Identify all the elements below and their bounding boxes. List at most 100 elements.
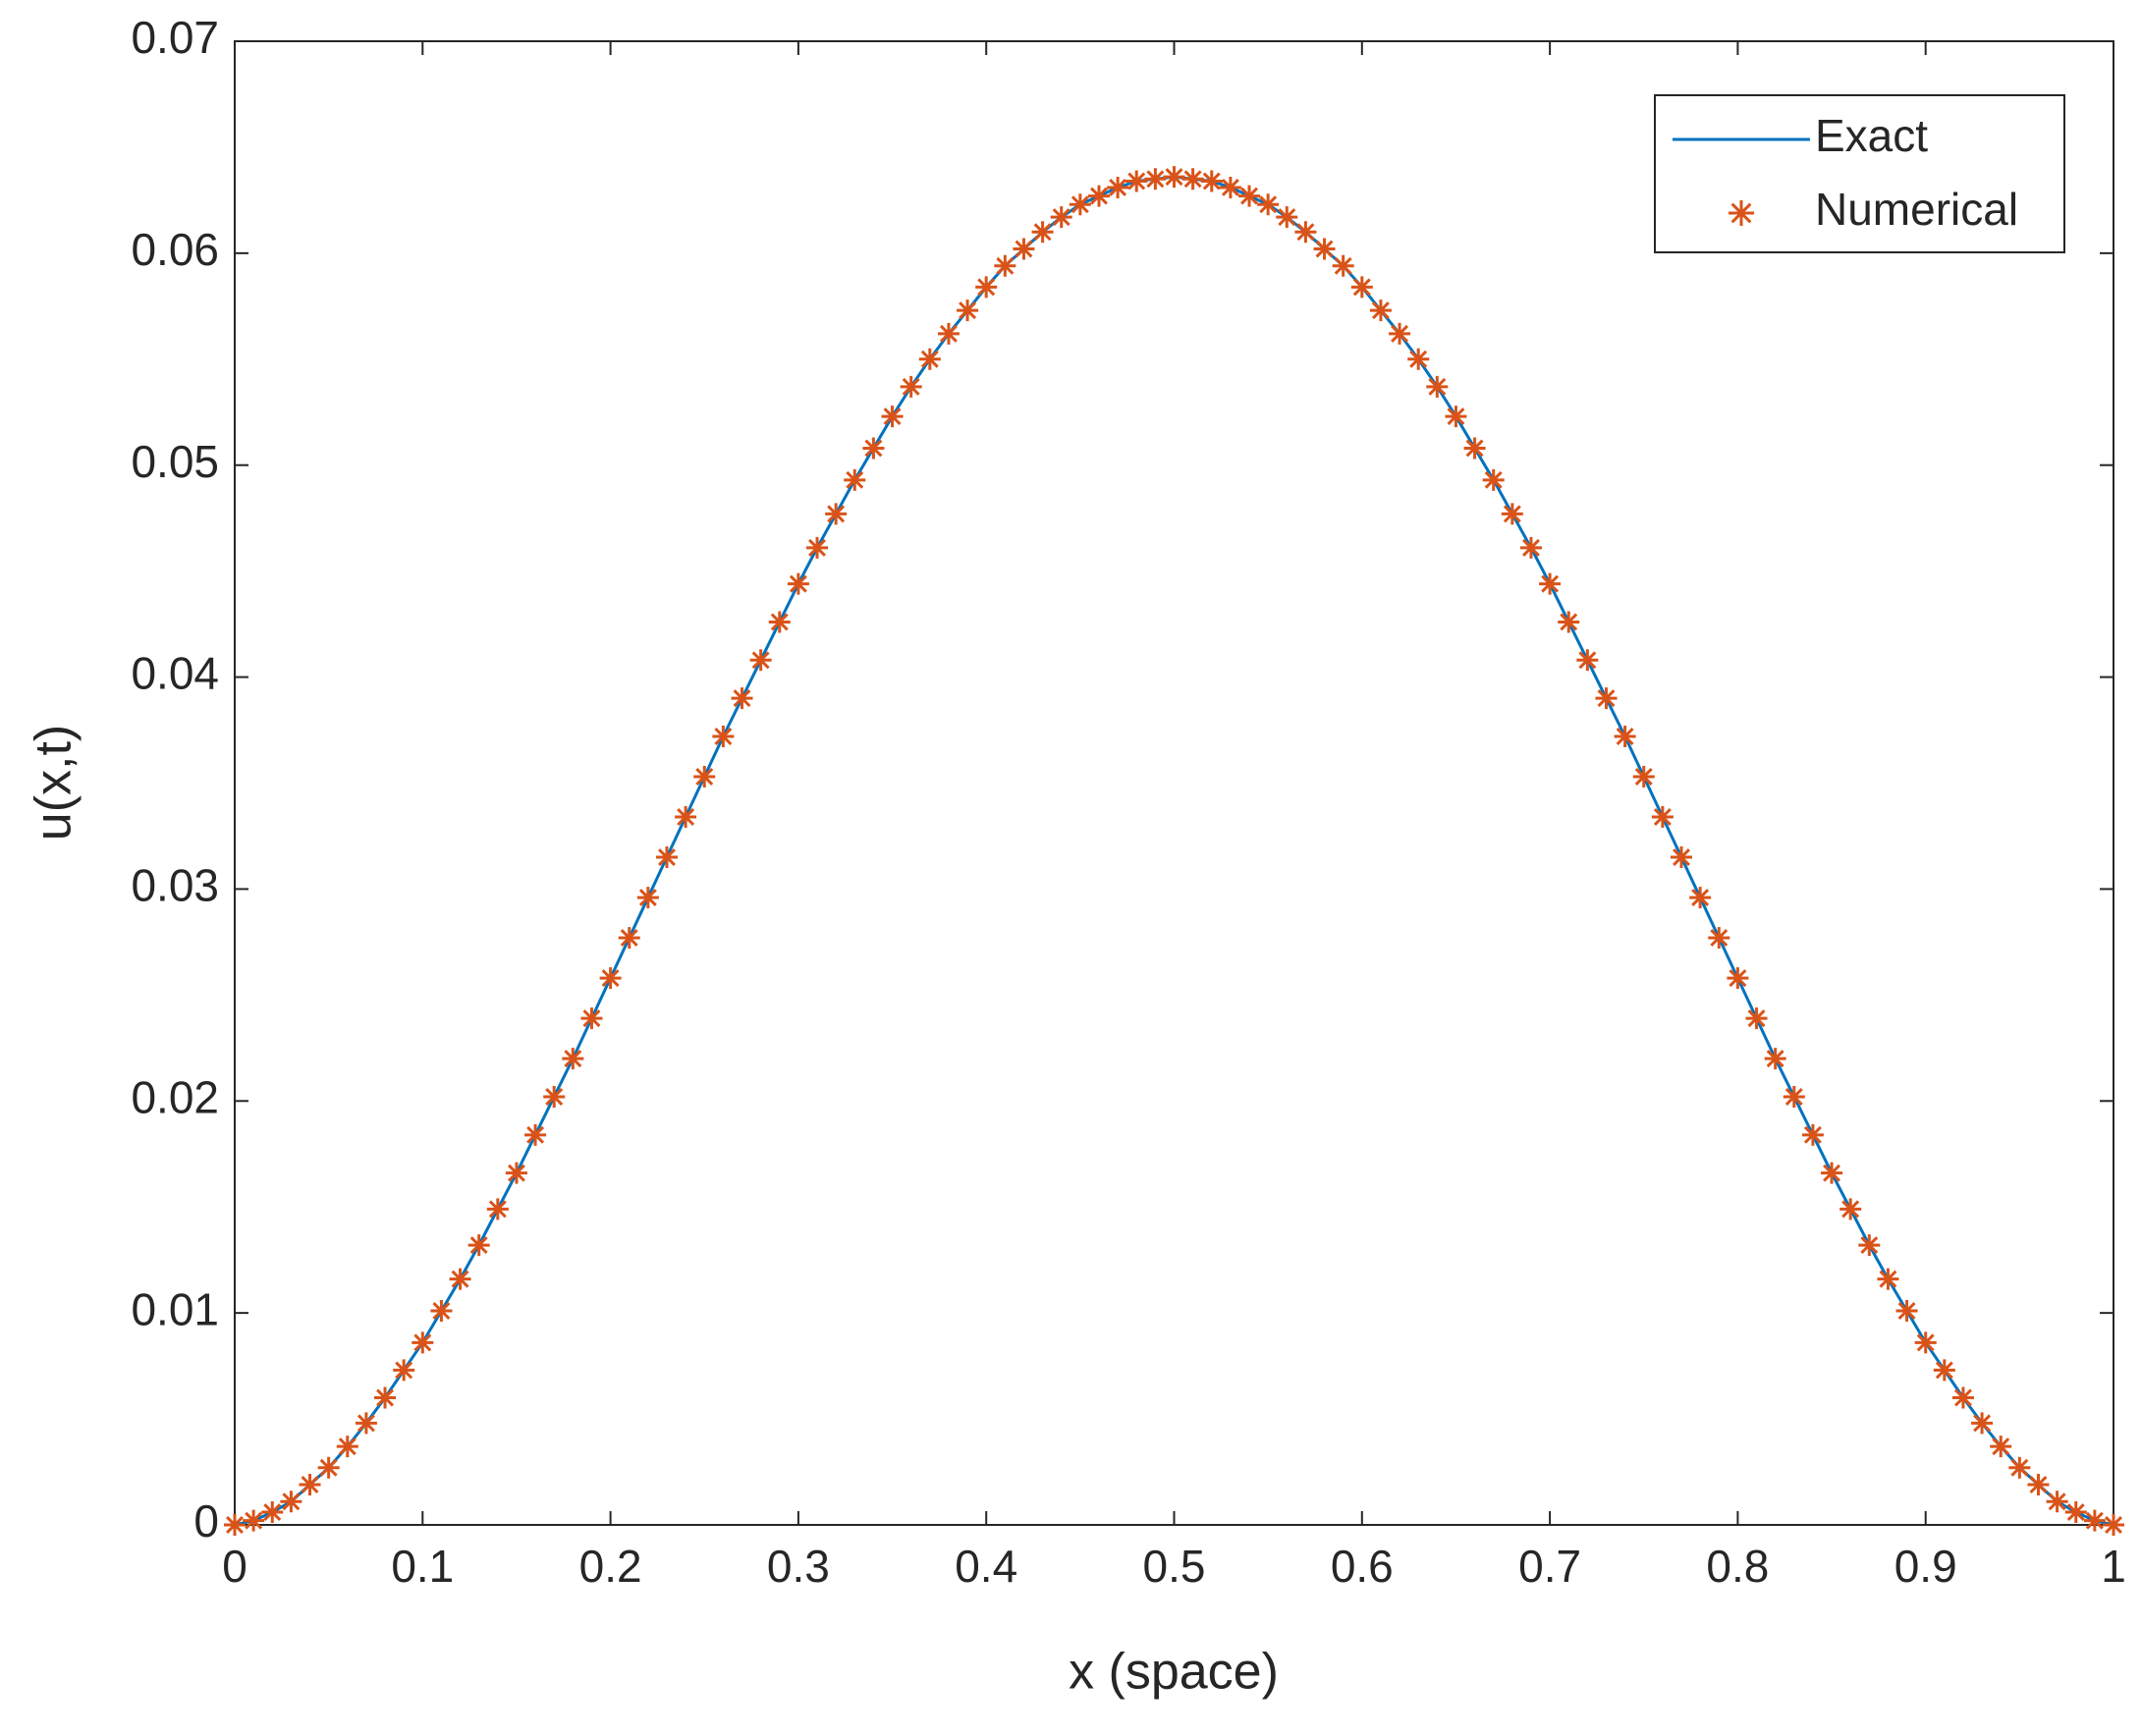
- numerical-marker: [524, 1123, 547, 1146]
- numerical-marker: [1389, 322, 1411, 345]
- numerical-marker: [1895, 1299, 1918, 1322]
- numerical-marker: [374, 1386, 397, 1409]
- x-tick-label: 0.4: [955, 1541, 1017, 1592]
- numerical-marker: [1257, 193, 1280, 216]
- numerical-marker: [655, 846, 678, 869]
- numerical-marker: [261, 1501, 284, 1524]
- numerical-marker: [1407, 348, 1430, 370]
- numerical-marker: [1933, 1359, 1955, 1382]
- y-tick-label: 0.03: [131, 860, 219, 911]
- numerical-marker: [562, 1048, 584, 1070]
- x-tick-label: 0.8: [1706, 1541, 1769, 1592]
- numerical-marker: [1839, 1198, 1862, 1221]
- numerical-marker: [1087, 185, 1110, 207]
- numerical-marker: [994, 254, 1016, 277]
- numerical-marker: [430, 1299, 453, 1322]
- x-tick-label: 0.9: [1894, 1541, 1957, 1592]
- numerical-marker: [1595, 687, 1618, 710]
- numerical-marker: [1632, 766, 1655, 788]
- numerical-marker: [2064, 1501, 2087, 1524]
- numerical-marker: [2027, 1473, 2050, 1495]
- numerical-marker: [1219, 176, 1241, 198]
- numerical-marker: [1858, 1234, 1881, 1257]
- numerical-marker: [957, 299, 979, 322]
- legend-label: Exact: [1815, 110, 1928, 161]
- numerical-marker: [1482, 468, 1505, 491]
- numerical-marker: [2008, 1456, 2031, 1479]
- numerical-marker: [243, 1509, 265, 1532]
- numerical-marker: [543, 1085, 566, 1108]
- y-tick-label: 0.07: [131, 12, 219, 63]
- numerical-marker: [1369, 299, 1392, 322]
- numerical-marker: [1783, 1085, 1805, 1108]
- numerical-marker: [355, 1412, 377, 1435]
- numerical-marker: [1764, 1048, 1786, 1070]
- numerical-marker: [768, 611, 791, 633]
- numerical-marker: [1519, 536, 1542, 559]
- numerical-marker: [1671, 846, 1693, 869]
- numerical-marker: [1990, 1436, 2012, 1458]
- numerical-marker: [486, 1198, 509, 1221]
- numerical-marker: [1727, 967, 1749, 990]
- y-tick-label: 0: [193, 1495, 219, 1546]
- numerical-marker: [1069, 193, 1091, 216]
- numerical-marker: [393, 1359, 415, 1382]
- numerical-marker: [937, 322, 960, 345]
- numerical-marker: [1050, 206, 1072, 229]
- numerical-marker: [412, 1331, 434, 1354]
- numerical-marker: [1276, 206, 1298, 229]
- numerical-marker: [1238, 185, 1261, 207]
- numerical-marker: [1332, 254, 1354, 277]
- x-tick-label: 0.7: [1518, 1541, 1581, 1592]
- y-tick-label: 0.05: [131, 436, 219, 487]
- numerical-marker: [2083, 1509, 2106, 1532]
- legend-swatch: [1729, 200, 1754, 226]
- x-tick-label: 0: [222, 1541, 247, 1592]
- numerical-marker: [787, 572, 809, 595]
- numerical-marker: [1463, 437, 1486, 460]
- x-tick-label: 0.1: [391, 1541, 454, 1592]
- x-tick-label: 0.5: [1143, 1541, 1206, 1592]
- numerical-marker: [975, 276, 998, 298]
- numerical-marker: [1801, 1123, 1824, 1146]
- numerical-marker: [1313, 238, 1336, 260]
- numerical-marker: [599, 967, 622, 990]
- numerical-marker: [749, 649, 772, 672]
- numerical-marker: [1558, 611, 1580, 633]
- numerical-marker: [900, 375, 922, 398]
- numerical-marker: [1821, 1162, 1843, 1184]
- x-tick-label: 0.6: [1331, 1541, 1394, 1592]
- legend-box: [1654, 94, 2065, 253]
- numerical-marker: [693, 766, 716, 788]
- numerical-marker: [336, 1436, 358, 1458]
- numerical-marker: [580, 1007, 603, 1030]
- plot-frame: [234, 40, 2114, 1526]
- legend-label: Numerical: [1815, 184, 2018, 235]
- numerical-marker: [844, 468, 866, 491]
- y-tick-label: 0.02: [131, 1071, 219, 1122]
- numerical-marker: [1013, 238, 1035, 260]
- numerical-marker: [2046, 1491, 2068, 1513]
- numerical-marker: [881, 406, 904, 428]
- numerical-marker: [1031, 221, 1054, 244]
- numerical-marker: [1576, 649, 1599, 672]
- numerical-marker: [618, 927, 640, 949]
- numerical-marker: [1181, 168, 1204, 190]
- numerical-marker: [1651, 806, 1674, 829]
- y-axis-label: u(x,t): [26, 725, 82, 841]
- numerical-marker: [731, 687, 753, 710]
- numerical-marker: [1350, 276, 1373, 298]
- y-tick-label: 0.01: [131, 1283, 219, 1334]
- numerical-marker: [675, 806, 697, 829]
- numerical-marker: [1426, 375, 1449, 398]
- y-tick-label: 0.06: [131, 224, 219, 275]
- numerical-marker: [806, 536, 829, 559]
- numerical-marker: [299, 1473, 321, 1495]
- numerical-marker: [449, 1268, 471, 1290]
- x-tick-label: 0.2: [579, 1541, 642, 1592]
- numerical-marker: [1144, 168, 1167, 190]
- numerical-marker: [712, 726, 735, 748]
